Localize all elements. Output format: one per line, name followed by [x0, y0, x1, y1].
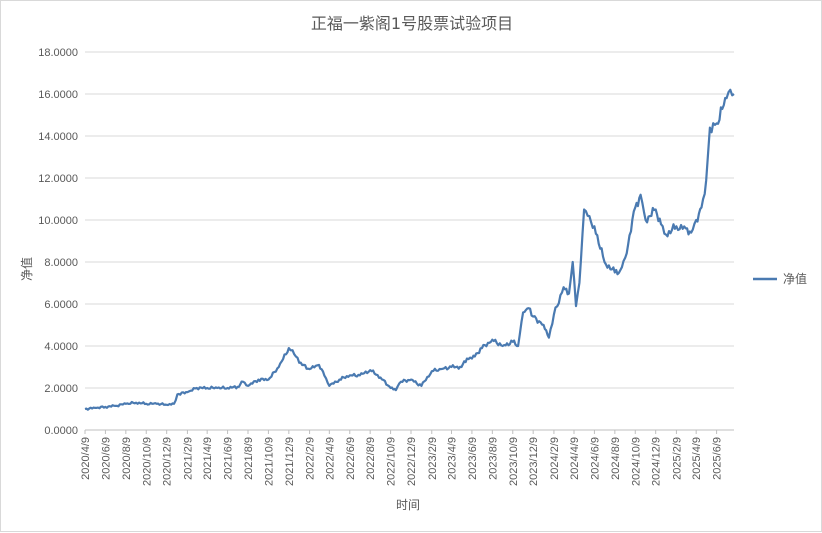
x-tick-label: 2022/12/9: [406, 437, 418, 486]
x-tick-label: 2023/4/9: [447, 437, 459, 480]
x-tick-label: 2020/8/9: [121, 437, 133, 480]
y-tick-label: 16.0000: [38, 89, 78, 101]
x-tick-label: 2025/2/9: [671, 437, 683, 480]
chart-title: 正福一紫阁1号股票试验项目: [311, 14, 513, 33]
x-tick-label: 2020/4/9: [80, 437, 92, 480]
x-tick-label: 2021/4/9: [202, 437, 214, 480]
x-tick-label: 2023/6/9: [467, 437, 479, 480]
x-tick-label: 2022/2/9: [305, 437, 317, 480]
y-tick-label: 12.0000: [38, 173, 78, 185]
y-tick-label: 2.0000: [44, 383, 78, 395]
x-tick-label: 2022/4/9: [324, 437, 336, 480]
x-tick-label: 2020/10/9: [141, 437, 153, 486]
x-tick-label: 2020/6/9: [100, 437, 112, 480]
x-axis-label: 时间: [396, 498, 420, 512]
x-tick-label: 2021/6/9: [223, 437, 235, 480]
x-tick-label: 2025/6/9: [712, 437, 724, 480]
series-line-nav: [84, 88, 735, 411]
y-tick-label: 18.0000: [38, 47, 78, 59]
x-tick-label: 2024/10/9: [630, 437, 642, 486]
y-tick-label: 6.0000: [44, 299, 78, 311]
x-tick-label: 2021/8/9: [243, 437, 255, 480]
legend: 净值: [753, 271, 807, 286]
x-tick-label: 2022/10/9: [386, 437, 398, 486]
x-tick-label: 2024/8/9: [610, 437, 622, 480]
y-tick-label: 14.0000: [38, 131, 78, 143]
legend-label-nav: 净值: [783, 271, 807, 286]
y-tick-label: 0.0000: [44, 425, 78, 437]
x-tick-label: 2023/10/9: [508, 437, 520, 486]
series-layer: [84, 88, 735, 411]
x-tick-label: 2021/12/9: [284, 437, 296, 486]
y-tick-label: 8.0000: [44, 257, 78, 269]
x-tick-label: 2025/4/9: [691, 437, 703, 480]
x-tick-label: 2021/10/9: [263, 437, 275, 486]
x-tick-label: 2024/12/9: [651, 437, 663, 486]
x-axis-ticks: 2020/4/9 2020/6/9 2020/8/9 2020/10/9 2020/12…: [80, 430, 724, 486]
x-tick-label: 2021/2/9: [182, 437, 194, 480]
x-tick-label: 2024/6/9: [589, 437, 601, 480]
y-axis-label: 净值: [19, 257, 34, 281]
x-tick-label: 2023/2/9: [427, 437, 439, 480]
x-tick-label: 2022/6/9: [345, 437, 357, 480]
gridlines: [85, 51, 734, 389]
x-tick-label: 2023/12/9: [528, 437, 540, 486]
y-tick-label: 10.0000: [38, 215, 78, 227]
x-tick-label: 2022/8/9: [365, 437, 377, 480]
x-tick-label: 2024/2/9: [549, 437, 561, 480]
y-axis-ticks: 0.0000 2.0000 4.0000 6.0000 8.0000 10.0000 12.…: [38, 47, 78, 437]
x-tick-label: 2023/8/9: [487, 437, 499, 480]
x-tick-label: 2020/12/9: [162, 437, 174, 486]
x-tick-label: 2024/4/9: [569, 437, 581, 480]
y-tick-label: 4.0000: [44, 341, 78, 353]
